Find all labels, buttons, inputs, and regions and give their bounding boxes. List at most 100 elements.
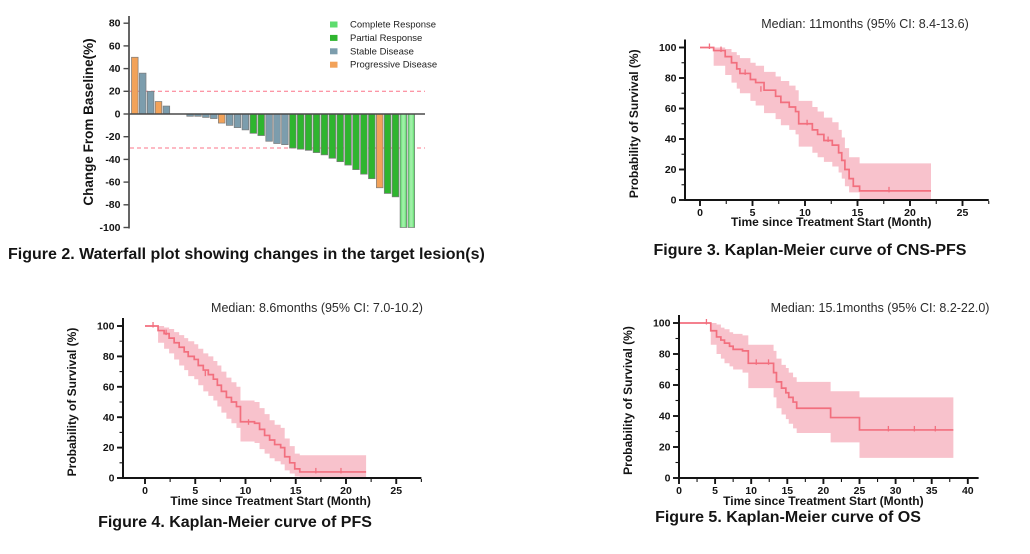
legend-label-cr: Complete Response — [350, 20, 436, 31]
svg-text:100: 100 — [653, 318, 671, 330]
waterfall-bar — [273, 113, 281, 144]
censor-marks — [152, 322, 342, 474]
svg-text:20: 20 — [340, 485, 352, 497]
svg-text:80: 80 — [665, 73, 677, 85]
km-y-axis-label: Probability of Survival (%) — [621, 326, 635, 475]
svg-text:25: 25 — [390, 485, 402, 497]
waterfall-bar — [407, 113, 415, 228]
waterfall-bar — [328, 113, 336, 159]
svg-text:5: 5 — [712, 485, 718, 497]
km-x-axis-label: Time since Treatment Start (Month) — [723, 494, 923, 508]
legend-swatch-pr — [330, 34, 338, 41]
svg-text:5: 5 — [192, 485, 198, 497]
svg-text:-20: -20 — [105, 131, 120, 143]
figure3-caption: Figure 3. Kaplan-Meier curve of CNS-PFS — [653, 242, 967, 259]
pfs-panel: 0 5 10 15 20 25 0 20 40 60 80 100 Time since Treatme… — [40, 295, 480, 554]
svg-text:0: 0 — [671, 195, 677, 207]
km-x-axis-label: Time since Treatment Start (Month) — [170, 494, 370, 508]
svg-text:60: 60 — [109, 40, 121, 52]
svg-text:35: 35 — [926, 485, 938, 497]
svg-text:20: 20 — [659, 442, 671, 454]
svg-text:80: 80 — [659, 349, 671, 361]
waterfall-bar — [336, 113, 344, 163]
confidence-band — [710, 323, 954, 458]
figure4-caption: Figure 4. Kaplan-Meier curve of PFS — [98, 514, 372, 531]
svg-text:0: 0 — [109, 473, 115, 485]
svg-text:-40: -40 — [105, 154, 120, 166]
waterfall-y-axis-label: Change From Baseline(%) — [81, 38, 96, 205]
km-median-annotation: Median: 11months (95% CI: 8.4-13.6) — [761, 17, 969, 31]
waterfall-bar — [376, 113, 384, 189]
svg-text:20: 20 — [665, 164, 677, 176]
km-curve — [700, 46, 931, 192]
waterfall-bar — [225, 113, 234, 126]
km-median-annotation: Median: 8.6months (95% CI: 7.0-10.2) — [211, 301, 423, 315]
svg-text:100: 100 — [97, 321, 115, 333]
svg-text:40: 40 — [109, 63, 121, 75]
svg-text:15: 15 — [290, 485, 302, 497]
svg-text:10: 10 — [745, 485, 757, 497]
cns-pfs-panel: 0 5 10 15 20 25 0 20 40 60 80 100 Time since Treatme… — [600, 0, 1030, 292]
os-km-chart: 0 5 10 15 20 25 30 35 40 0 20 40 60 80 100 Time since T… — [621, 301, 989, 508]
figure5-caption: Figure 5. Kaplan-Meier curve of OS — [655, 509, 921, 526]
waterfall-bar — [297, 113, 305, 150]
waterfall-bar — [146, 90, 155, 115]
waterfall-bar — [344, 113, 352, 166]
waterfall-bar — [233, 113, 242, 128]
waterfall-panel: 80 60 40 20 0 -20 -40 -60 -80 -100 Change From Bas… — [0, 0, 520, 292]
svg-text:20: 20 — [109, 86, 121, 98]
svg-text:10: 10 — [799, 207, 811, 219]
svg-text:-60: -60 — [105, 177, 120, 189]
km-y-axis-label: Probability of Survival (%) — [65, 328, 79, 477]
cns-pfs-km-chart: 0 5 10 15 20 25 0 20 40 60 80 100 Time since Treatme… — [627, 17, 990, 229]
waterfall-bar — [368, 113, 376, 180]
waterfall-bar — [391, 113, 400, 198]
waterfall-bar — [154, 101, 163, 115]
waterfall-bar — [241, 113, 250, 131]
pfs-km-chart: 0 5 10 15 20 25 0 20 40 60 80 100 Time since Treatme… — [65, 301, 423, 508]
svg-text:25: 25 — [854, 485, 866, 497]
os-panel: 0 5 10 15 20 25 30 35 40 0 20 40 60 80 100 Time since T… — [600, 295, 1030, 554]
svg-text:60: 60 — [659, 380, 671, 392]
svg-text:0: 0 — [142, 485, 148, 497]
svg-text:10: 10 — [240, 485, 252, 497]
km-axes: 0 5 10 15 20 25 0 20 40 60 80 100 — [97, 318, 422, 497]
km-x-axis-label: Time since Treatment Start (Month) — [731, 215, 931, 229]
waterfall-bar — [265, 113, 273, 142]
waterfall-bar — [383, 113, 392, 194]
svg-text:80: 80 — [103, 351, 115, 363]
waterfall-bar — [281, 113, 289, 145]
svg-text:100: 100 — [659, 42, 677, 54]
waterfall-bar — [399, 113, 408, 228]
waterfall-bar — [289, 113, 297, 149]
svg-text:5: 5 — [750, 207, 756, 219]
svg-text:25: 25 — [957, 207, 969, 219]
confidence-band — [158, 326, 367, 478]
waterfall-legend: Complete Response Partial Response Stable … — [330, 20, 437, 71]
waterfall-bar — [139, 72, 147, 115]
legend-swatch-cr — [330, 21, 338, 28]
km-axes: 0 5 10 15 20 25 0 20 40 60 80 100 — [659, 39, 990, 219]
svg-text:-100: -100 — [99, 222, 120, 234]
svg-text:0: 0 — [665, 473, 671, 485]
waterfall-bar — [352, 113, 360, 170]
waterfall-bar — [360, 113, 368, 175]
figure2-caption: Figure 2. Waterfall plot showing changes… — [8, 246, 485, 263]
confidence-band — [713, 47, 931, 200]
km-axes: 0 5 10 15 20 25 30 35 40 0 20 40 60 80 100 — [653, 315, 979, 497]
svg-text:40: 40 — [665, 134, 677, 146]
waterfall-chart: 80 60 40 20 0 -20 -40 -60 -80 -100 Change From Bas… — [81, 16, 437, 234]
svg-text:0: 0 — [115, 108, 121, 120]
svg-text:0: 0 — [676, 485, 682, 497]
waterfall-bar — [320, 113, 329, 156]
waterfall-bar — [131, 56, 139, 115]
legend-label-pd: Progressive Disease — [350, 60, 437, 71]
waterfall-bars — [131, 56, 415, 228]
legend-label-sd: Stable Disease — [350, 46, 414, 57]
svg-text:60: 60 — [665, 103, 677, 115]
svg-text:-80: -80 — [105, 199, 120, 211]
legend-swatch-sd — [330, 48, 338, 55]
svg-text:40: 40 — [659, 411, 671, 423]
waterfall-bar — [218, 113, 226, 124]
